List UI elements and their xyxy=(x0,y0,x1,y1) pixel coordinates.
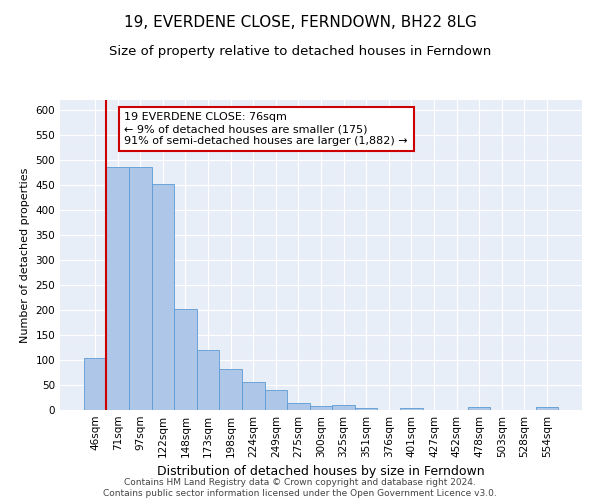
Bar xyxy=(287,402,310,410)
Bar xyxy=(265,390,287,410)
Text: Size of property relative to detached houses in Ferndown: Size of property relative to detached ho… xyxy=(109,45,491,58)
Bar xyxy=(310,406,332,410)
Bar xyxy=(400,408,422,410)
Text: 19, EVERDENE CLOSE, FERNDOWN, BH22 8LG: 19, EVERDENE CLOSE, FERNDOWN, BH22 8LG xyxy=(124,15,476,30)
Bar xyxy=(174,309,197,410)
Bar xyxy=(355,408,377,410)
Bar xyxy=(152,184,174,410)
Bar xyxy=(129,167,152,410)
Bar xyxy=(106,166,129,410)
X-axis label: Distribution of detached houses by size in Ferndown: Distribution of detached houses by size … xyxy=(157,466,485,478)
Y-axis label: Number of detached properties: Number of detached properties xyxy=(20,168,30,342)
Bar xyxy=(220,369,242,410)
Text: 19 EVERDENE CLOSE: 76sqm
← 9% of detached houses are smaller (175)
91% of semi-d: 19 EVERDENE CLOSE: 76sqm ← 9% of detache… xyxy=(124,112,408,146)
Bar xyxy=(197,350,220,410)
Bar xyxy=(332,405,355,410)
Bar xyxy=(468,407,490,410)
Bar xyxy=(536,407,558,410)
Bar xyxy=(84,358,106,410)
Bar xyxy=(242,382,265,410)
Text: Contains HM Land Registry data © Crown copyright and database right 2024.
Contai: Contains HM Land Registry data © Crown c… xyxy=(103,478,497,498)
